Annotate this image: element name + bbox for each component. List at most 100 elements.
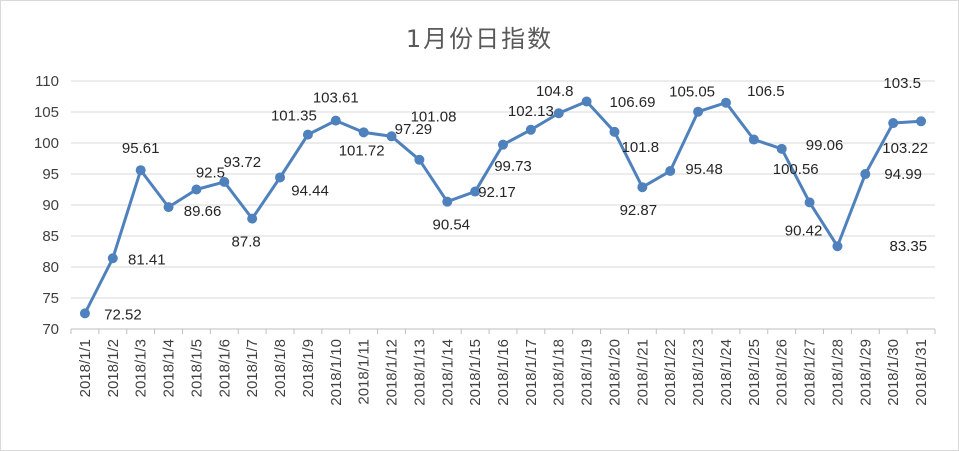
y-tick-label: 80 (42, 259, 59, 276)
data-label: 101.8 (622, 139, 660, 156)
x-tick-label: 2018/1/28 (829, 339, 846, 406)
data-label: 81.41 (128, 251, 166, 268)
data-label: 106.69 (610, 94, 656, 111)
x-tick-label: 2018/1/11 (356, 339, 373, 405)
y-tick-label: 70 (42, 321, 59, 338)
data-point (358, 127, 369, 138)
x-tick-label: 2018/1/2 (105, 339, 122, 397)
data-label: 102.13 (508, 103, 554, 120)
x-tick-label: 2018/1/24 (718, 339, 735, 406)
data-point (804, 197, 815, 208)
data-label: 101.08 (411, 108, 457, 125)
data-label: 99.06 (806, 137, 844, 154)
y-tick-label: 100 (34, 135, 59, 152)
data-label: 103.5 (883, 75, 921, 92)
x-tick-label: 2018/1/25 (746, 339, 763, 406)
x-tick-label: 2018/1/17 (523, 339, 540, 406)
data-label: 106.5 (747, 83, 785, 100)
series (79, 96, 927, 319)
x-tick-label: 2018/1/15 (467, 339, 484, 406)
x-tick-label: 2018/1/10 (328, 339, 345, 406)
data-point (776, 143, 787, 154)
data-point (79, 308, 90, 319)
data-label: 87.8 (232, 234, 261, 251)
data-point (581, 96, 592, 107)
data-labels: 72.52 81.41 95.61 89.66 92.593.72 87.8 94.44 10… (104, 75, 928, 323)
data-label: 101.35 (271, 108, 317, 125)
x-tick-label: 2018/1/14 (439, 339, 456, 406)
x-tick-label: 2018/1/3 (133, 339, 150, 397)
data-label: 95.48 (685, 161, 723, 178)
x-tick-label: 2018/1/22 (662, 339, 679, 406)
data-point (219, 176, 230, 187)
data-label: 92.87 (620, 202, 658, 219)
data-label: 99.73 (494, 158, 532, 175)
x-tick-label: 2018/1/12 (384, 339, 401, 406)
x-tick-label: 2018/1/29 (857, 339, 874, 406)
data-point (637, 182, 648, 193)
y-tick-label: 85 (42, 228, 59, 245)
y-tick-label: 75 (42, 290, 59, 307)
data-point (693, 106, 704, 117)
data-point (832, 241, 843, 252)
x-tick-label: 2018/1/26 (774, 339, 791, 406)
x-tick-label: 2018/1/7 (244, 339, 261, 397)
data-point (414, 154, 425, 165)
x-tick-label: 2018/1/19 (579, 339, 596, 406)
data-point (916, 116, 927, 127)
x-tick-label: 2018/1/31 (913, 339, 930, 406)
data-label: 89.66 (184, 203, 222, 220)
x-tick-label: 2018/1/27 (802, 339, 819, 406)
data-point (609, 126, 620, 137)
x-tick-labels: 2018/1/1 2018/1/2 2018/1/3 2018/1/4 2018/1/5… (77, 339, 930, 406)
y-tick-label: 105 (34, 104, 59, 121)
data-label: 100.56 (773, 161, 819, 178)
x-tick-label: 2018/1/8 (272, 339, 289, 397)
data-point (275, 172, 286, 183)
data-label: 83.35 (890, 238, 928, 255)
data-point (553, 108, 564, 119)
data-label: 90.54 (432, 217, 470, 234)
data-label: 94.44 (291, 182, 329, 199)
data-point (748, 134, 759, 145)
x-tick-label: 2018/1/20 (606, 339, 623, 406)
axes (70, 328, 936, 334)
y-tick-label: 90 (42, 197, 59, 214)
x-tick-label: 2018/1/5 (188, 339, 205, 397)
data-label: 72.52 (104, 306, 142, 323)
data-point (386, 131, 397, 142)
data-point (247, 213, 258, 224)
data-point (888, 118, 899, 129)
data-label: 105.05 (669, 84, 715, 101)
data-label: 103.22 (882, 140, 928, 157)
data-point (470, 186, 481, 197)
data-point (191, 184, 202, 195)
data-label: 92.17 (478, 184, 516, 201)
data-point (302, 129, 313, 140)
y-tick-label: 95 (42, 166, 59, 183)
x-tick-label: 2018/1/1 (77, 339, 94, 397)
x-tick-label: 2018/1/18 (551, 339, 568, 406)
data-label: 97.29 (395, 121, 433, 138)
data-label: 101.72 (339, 142, 385, 159)
x-tick-label: 2018/1/9 (300, 339, 317, 397)
x-tick-label: 2018/1/6 (216, 339, 233, 397)
x-tick-label: 2018/1/13 (411, 339, 428, 406)
data-point (860, 169, 871, 180)
x-tick-label: 2018/1/21 (634, 339, 651, 406)
x-tick-label: 2018/1/4 (161, 339, 178, 397)
y-tick-labels: 70 75 80 85 90 95 100 105 110 (34, 73, 59, 338)
data-label: 92.5 (196, 165, 225, 182)
data-point (498, 139, 508, 150)
x-tick-label: 2018/1/30 (885, 339, 902, 406)
data-label: 90.42 (785, 222, 823, 239)
data-point (665, 166, 676, 177)
data-point (330, 115, 341, 126)
data-point (442, 196, 453, 207)
data-point (525, 124, 536, 135)
y-tick-label: 110 (35, 73, 59, 90)
data-label: 93.72 (224, 154, 262, 171)
chart-title: 1月份日指数 (405, 25, 554, 53)
data-label: 103.61 (313, 90, 359, 107)
